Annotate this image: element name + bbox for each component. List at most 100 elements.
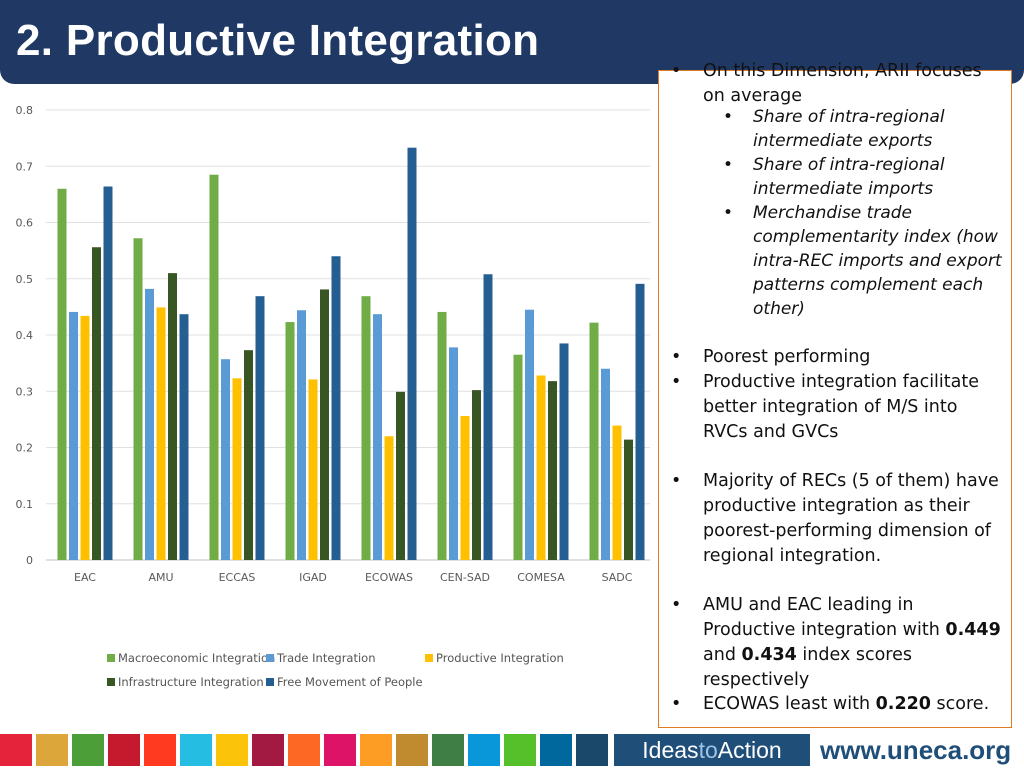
y-tick-label: 0.3 bbox=[16, 385, 34, 398]
bar-eac-productive-integration bbox=[80, 315, 90, 560]
bar-cen-sad-productive-integration bbox=[460, 416, 470, 560]
x-tick-label: AMU bbox=[148, 571, 173, 584]
bullet-rvcs: • Productive integration facilitate bett… bbox=[671, 372, 979, 442]
bar-comesa-infrastructure-integration bbox=[548, 381, 557, 560]
bar-eac-trade-integration bbox=[69, 311, 78, 560]
bar-amu-infrastructure-integration bbox=[168, 273, 177, 560]
y-tick-label: 0.6 bbox=[16, 217, 34, 230]
sdg-tile bbox=[0, 734, 32, 766]
sdg-tile bbox=[396, 734, 428, 766]
sdg-tile bbox=[540, 734, 572, 766]
x-tick-label: EAC bbox=[74, 571, 96, 584]
legend-swatch bbox=[425, 654, 433, 662]
legend-swatch bbox=[107, 678, 115, 686]
bullet-majority: • Majority of RECs (5 of them) have prod… bbox=[671, 471, 999, 566]
y-axis-ticks: 0 0.1 0.2 0.3 0.4 0.5 0.6 0.7 0.8 bbox=[16, 104, 34, 567]
y-tick-label: 0.2 bbox=[16, 442, 34, 455]
bar-sadc-trade-integration bbox=[601, 368, 610, 560]
legend-item-productive: Productive Integration bbox=[425, 651, 564, 665]
bar-chart: 0 0.1 0.2 0.3 0.4 0.5 0.6 0.7 0.8 EAC AMU ECCAS IGA… bbox=[16, 104, 650, 584]
bar-eac-infrastructure-integration bbox=[92, 247, 101, 560]
sdg-tile bbox=[576, 734, 608, 766]
bar-cen-sad-infrastructure-integration bbox=[472, 390, 481, 560]
bar-igad-macroeconomic-integration bbox=[285, 322, 295, 560]
x-tick-label: CEN-SAD bbox=[440, 571, 490, 584]
website-link[interactable]: www.uneca.org bbox=[820, 735, 1012, 765]
sub-bullet-exports: • Share of intra-regional intermediate e… bbox=[723, 107, 945, 151]
bar-amu-trade-integration bbox=[145, 288, 154, 560]
sdg-tile bbox=[504, 734, 536, 766]
bar-sadc-macroeconomic-integration bbox=[589, 322, 599, 560]
sdg-tile bbox=[108, 734, 140, 766]
bar-ecowas-productive-integration bbox=[384, 436, 394, 560]
bar-comesa-free-movement-of-people bbox=[559, 343, 569, 560]
sdg-tile bbox=[36, 734, 68, 766]
sdg-tile bbox=[72, 734, 104, 766]
bar-cen-sad-trade-integration bbox=[449, 347, 458, 560]
slide-title: 2. Productive Integration bbox=[16, 16, 540, 65]
y-tick-label: 0.4 bbox=[16, 329, 34, 342]
y-tick-label: 0.5 bbox=[16, 273, 34, 286]
bar-ecowas-macroeconomic-integration bbox=[361, 296, 371, 560]
bar-amu-macroeconomic-integration bbox=[133, 238, 143, 560]
legend-item-macroeconomic: Macroeconomic Integration bbox=[107, 651, 275, 665]
x-tick-label: IGAD bbox=[299, 571, 327, 584]
sdg-tile bbox=[288, 734, 320, 766]
bar-amu-productive-integration bbox=[156, 307, 166, 560]
chart-legend: Macroeconomic Integration Trade Integrat… bbox=[107, 651, 564, 689]
bar-sadc-free-movement-of-people bbox=[635, 283, 645, 560]
bar-ecowas-infrastructure-integration bbox=[396, 391, 405, 560]
bar-comesa-productive-integration bbox=[536, 375, 546, 560]
chart-bars bbox=[57, 147, 645, 560]
sdg-tile bbox=[144, 734, 176, 766]
x-tick-label: COMESA bbox=[517, 571, 565, 584]
bar-amu-free-movement-of-people bbox=[179, 314, 189, 560]
sdg-tile bbox=[432, 734, 464, 766]
y-tick-label: 0 bbox=[26, 554, 33, 567]
bar-sadc-infrastructure-integration bbox=[624, 439, 633, 560]
legend-swatch bbox=[266, 654, 274, 662]
bar-ecowas-trade-integration bbox=[373, 314, 382, 560]
bar-igad-free-movement-of-people bbox=[331, 256, 341, 560]
sdg-tile bbox=[180, 734, 212, 766]
ideas-to-action-logo: IdeastoAction bbox=[614, 734, 810, 766]
footer bbox=[0, 732, 1024, 768]
bullet-focus: • On this Dimension, ARII focuses on ave… bbox=[671, 61, 982, 106]
bullet-amu-eac: • AMU and EAC leading in Productive inte… bbox=[671, 595, 1001, 690]
bar-ecowas-free-movement-of-people bbox=[407, 147, 417, 560]
bar-igad-trade-integration bbox=[297, 310, 306, 560]
x-tick-label: ECCAS bbox=[219, 571, 256, 584]
y-tick-label: 0.8 bbox=[16, 104, 34, 117]
sdg-tile bbox=[324, 734, 356, 766]
sdg-tile bbox=[216, 734, 248, 766]
title-bar: 2. Productive Integration bbox=[0, 0, 1024, 84]
x-tick-label: ECOWAS bbox=[365, 571, 413, 584]
bar-eccas-free-movement-of-people bbox=[255, 296, 265, 560]
bullet-poorest: • Poorest performing bbox=[671, 347, 871, 367]
bar-igad-infrastructure-integration bbox=[320, 289, 329, 560]
bar-eac-macroeconomic-integration bbox=[57, 188, 67, 560]
legend-item-free-movement: Free Movement of People bbox=[266, 675, 423, 689]
sub-bullet-complementarity: • Merchandise trade complementarity inde… bbox=[723, 203, 1002, 319]
y-tick-label: 0.1 bbox=[16, 498, 34, 511]
bar-eccas-macroeconomic-integration bbox=[209, 174, 219, 560]
legend-swatch bbox=[107, 654, 115, 662]
bullet-ecowas: • ECOWAS least with 0.220 score. bbox=[671, 694, 990, 714]
bar-comesa-trade-integration bbox=[525, 309, 534, 560]
legend-item-trade: Trade Integration bbox=[266, 651, 376, 665]
bar-sadc-productive-integration bbox=[612, 425, 622, 560]
x-tick-label: SADC bbox=[602, 571, 633, 584]
bar-eccas-productive-integration bbox=[232, 378, 242, 560]
legend-item-infrastructure: Infrastructure Integration bbox=[107, 675, 264, 689]
bar-cen-sad-macroeconomic-integration bbox=[437, 311, 447, 560]
y-tick-label: 0.7 bbox=[16, 160, 34, 173]
bar-eccas-trade-integration bbox=[221, 359, 230, 560]
summary-panel: • On this Dimension, ARII focuses on ave… bbox=[658, 61, 1012, 728]
bar-igad-productive-integration bbox=[308, 379, 318, 560]
bar-eac-free-movement-of-people bbox=[103, 186, 113, 560]
x-axis-ticks: EAC AMU ECCAS IGAD ECOWAS CEN-SAD COMESA SADC bbox=[74, 571, 633, 584]
sdg-tile bbox=[468, 734, 500, 766]
sdg-tile bbox=[360, 734, 392, 766]
bar-cen-sad-free-movement-of-people bbox=[483, 274, 493, 560]
bar-eccas-infrastructure-integration bbox=[244, 350, 253, 560]
